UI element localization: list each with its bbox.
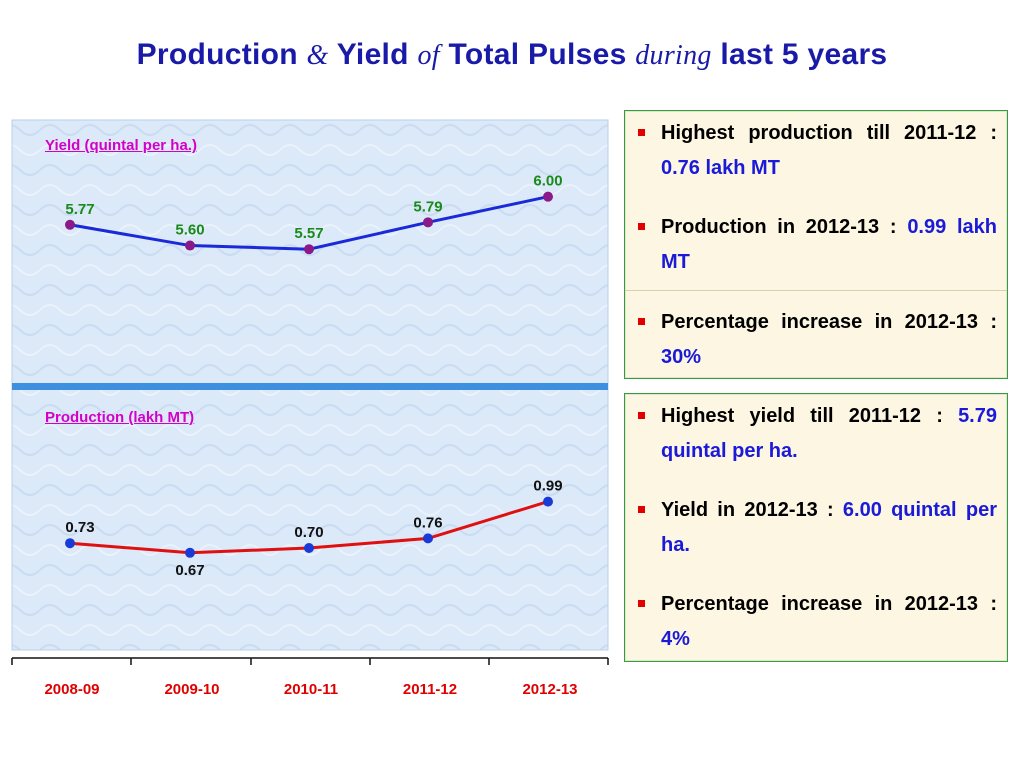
production-panel-label: Production (lakh MT) (45, 409, 195, 426)
title-total-pulses: Total Pulses (448, 38, 627, 71)
data-label-0-4: 6.00 (533, 173, 562, 190)
title-during: during (635, 40, 712, 71)
yield-panel-label: Yield (quintal per ha.) (45, 137, 197, 154)
bullet-yield-2012-13: Yield in 2012-13 : 6.00 quintal per ha. (625, 493, 1007, 563)
bullet-text: Percentage increase in 2012-13 : (661, 593, 997, 615)
page-title: Production & Yield of Total Pulses durin… (0, 38, 1024, 72)
data-point-1-4 (543, 496, 553, 507)
bullet-value: 0.99 lakh MT (661, 216, 997, 273)
production-info-box: Highest production till 2011-12 : 0.76 l… (624, 110, 1008, 379)
x-tick-label-4: 2012-13 (522, 681, 577, 698)
title-yield: Yield (336, 38, 409, 71)
data-point-0-2 (304, 244, 314, 255)
data-point-0-1 (185, 240, 195, 251)
data-label-1-2: 0.70 (294, 524, 323, 541)
data-label-1-4: 0.99 (533, 478, 562, 495)
data-label-0-3: 5.79 (413, 198, 442, 215)
yield-info-box: Highest yield till 2011-12 : 5.79 quinta… (624, 393, 1008, 662)
x-tick-label-2: 2010-11 (284, 681, 338, 698)
title-ampersand: & (306, 40, 329, 71)
x-tick-label-1: 2009-10 (164, 681, 219, 698)
bullet-text: Highest production till 2011-12 : (661, 122, 997, 144)
title-production: Production (136, 38, 298, 71)
box-divider (625, 290, 1007, 291)
data-point-0-4 (543, 191, 553, 202)
bullet-value: 30% (661, 346, 702, 368)
data-point-1-2 (304, 543, 314, 553)
data-label-1-1: 0.67 (175, 562, 204, 579)
data-label-1-0: 0.73 (65, 519, 94, 536)
bullet-value: 6.00 quintal per ha. (661, 499, 997, 556)
bullet-highest-yield: Highest yield till 2011-12 : 5.79 quinta… (625, 399, 1007, 469)
bullet-highest-production: Highest production till 2011-12 : 0.76 l… (625, 116, 1007, 186)
bullet-value: 5.79 quintal per ha. (661, 405, 997, 462)
bullet-value: 4% (661, 628, 690, 650)
bullet-text: Percentage increase in 2012-13 : (661, 311, 997, 333)
x-tick-label-3: 2011-12 (403, 681, 457, 698)
x-tick-label-0: 2008-09 (44, 681, 99, 698)
bullet-text: Highest yield till 2011-12 : (661, 405, 943, 427)
bullet-production-increase: Percentage increase in 2012-13 : 30% (625, 305, 1007, 375)
title-of: of (417, 40, 440, 71)
data-label-0-2: 5.57 (294, 225, 323, 242)
data-label-0-1: 5.60 (175, 222, 204, 239)
data-point-0-3 (423, 217, 433, 228)
data-point-1-0 (65, 538, 75, 549)
bullet-value: 0.76 lakh MT (661, 157, 780, 179)
title-last-5-years: last 5 years (720, 38, 888, 71)
data-point-1-3 (423, 533, 433, 544)
data-point-0-0 (65, 219, 75, 230)
bullet-yield-increase: Percentage increase in 2012-13 : 4% (625, 587, 1007, 657)
data-label-1-3: 0.76 (413, 514, 442, 531)
data-label-0-0: 5.77 (65, 201, 94, 218)
data-point-1-1 (185, 547, 195, 558)
bullet-text: Production in 2012-13 : (661, 216, 897, 238)
panel-separator (12, 383, 608, 390)
bullet-production-2012-13: Production in 2012-13 : 0.99 lakh MT (625, 210, 1007, 280)
bullet-text: Yield in 2012-13 : (661, 499, 834, 521)
